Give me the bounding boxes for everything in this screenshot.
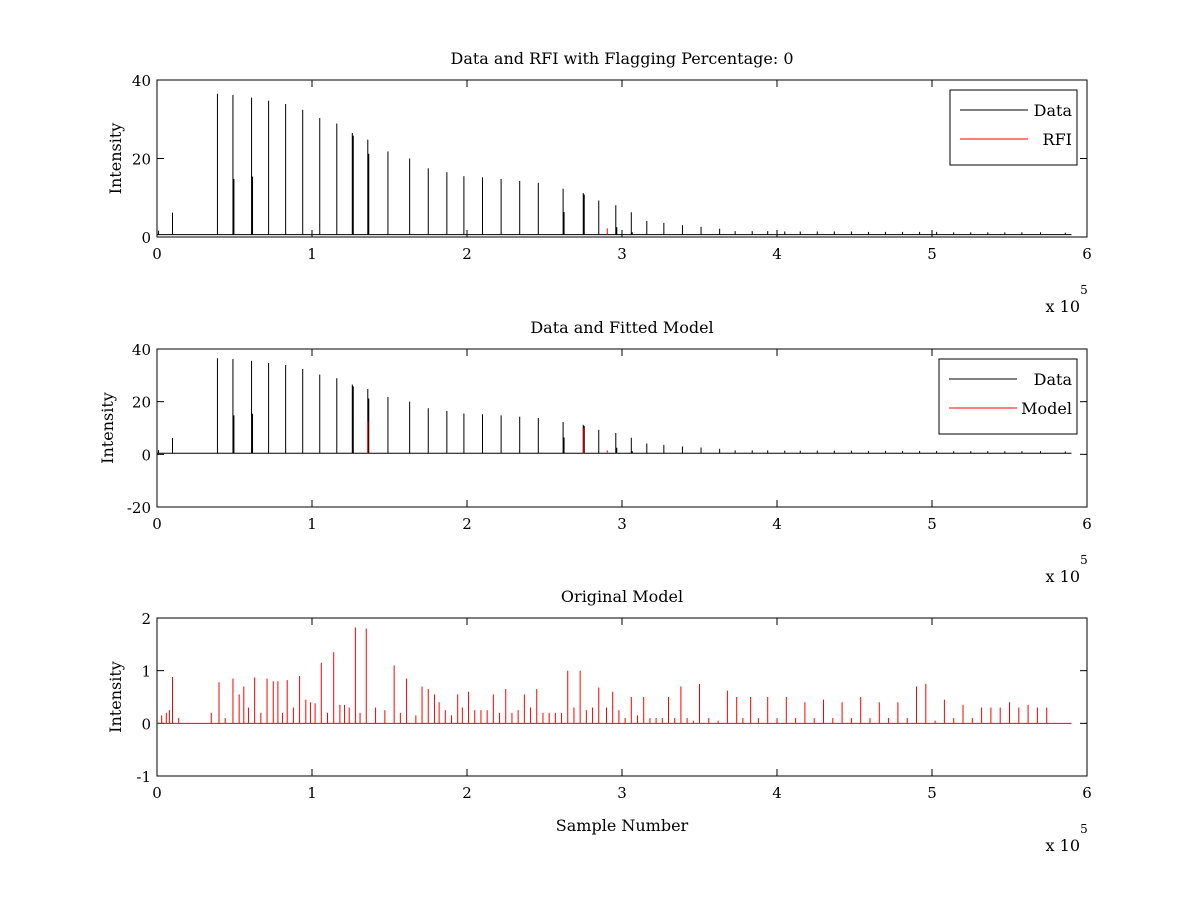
x-tick-label: 2 [462,245,472,263]
x-tick-label: 1 [307,245,317,263]
y-tick-label: 0 [141,229,151,247]
x-exponent-power: 5 [1080,822,1088,836]
series-layer [157,627,1072,724]
y-tick-label: -20 [127,499,151,517]
legend-label: Data [1034,101,1073,120]
x-tick-label: 0 [152,245,162,263]
y-tick-label: 2 [141,610,151,628]
legend: Data Model [938,358,1078,435]
series-data [157,93,1072,236]
x-exponent-base: x 10 [1046,567,1080,586]
plot-area [156,79,1088,238]
x-tick-label: 1 [307,515,317,533]
x-exponent-base: x 10 [1046,297,1080,316]
legend: Data RFI [949,89,1078,166]
x-tick-label: 6 [1082,784,1092,802]
x-tick-label: 4 [772,784,782,802]
series-model [157,627,1072,724]
y-tick-label: -1 [136,768,151,786]
legend-label: RFI [1043,130,1072,149]
y-tick-label: 40 [132,341,151,359]
x-exponent-power: 5 [1080,283,1088,297]
x-tick-label: 4 [772,515,782,533]
legend-label: Model [1021,399,1072,418]
y-tick-label: 20 [132,394,151,412]
y-axis-label: Intensity [106,661,125,733]
series-layer [157,358,1072,454]
chart-title: Original Model [561,587,683,606]
x-axis-label: Sample Number [556,816,689,835]
x-tick-label: 2 [462,515,472,533]
series-data [157,358,1072,454]
x-tick-label: 3 [617,515,627,533]
y-axis-label: Intensity [106,123,125,195]
subplot-1: 0 1 2 3 4 5 6 0 20 40 Data and RFI with Flagging P… [106,49,1092,316]
plot-area [156,617,1088,777]
x-tick-label: 0 [152,784,162,802]
series-layer [157,93,1072,236]
y-tick-label: 40 [132,72,151,90]
chart-title: Data and RFI with Flagging Percentage: 0 [450,49,793,68]
x-tick-label: 2 [462,784,472,802]
y-axis-label: Intensity [98,392,117,464]
legend-box [949,89,1078,166]
y-tick-label: 1 [141,663,151,681]
x-tick-label: 6 [1082,245,1092,263]
y-tick-label: 0 [141,715,151,733]
chart-title: Data and Fitted Model [530,318,713,337]
legend-label: Data [1034,370,1073,389]
x-tick-label: 5 [927,515,937,533]
x-tick-label: 4 [772,245,782,263]
plot-area [156,348,1088,508]
x-exponent-base: x 10 [1046,836,1080,855]
x-tick-label: 3 [617,784,627,802]
series-model [367,421,608,454]
x-tick-label: 0 [152,515,162,533]
x-exponent-power: 5 [1080,553,1088,567]
y-tick-label: 20 [132,151,151,169]
legend-box [938,358,1078,435]
x-tick-label: 5 [927,245,937,263]
y-tick-label: 0 [141,446,151,464]
x-tick-label: 5 [927,784,937,802]
x-tick-label: 3 [617,245,627,263]
x-tick-label: 6 [1082,515,1092,533]
x-tick-label: 1 [307,784,317,802]
